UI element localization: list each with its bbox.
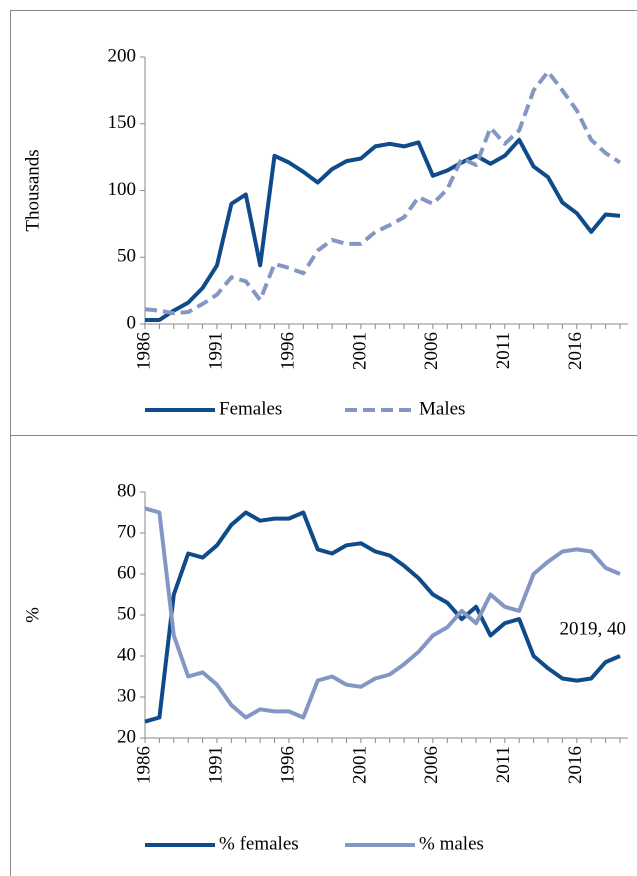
legend-label: % females — [219, 833, 299, 854]
panel-frame — [10, 435, 637, 876]
x-tick-label: 2016 — [565, 332, 586, 370]
legend-label: Males — [419, 398, 465, 419]
line-series — [144, 69, 622, 316]
y-tick-label: 80 — [117, 480, 136, 501]
y-tick-label: 60 — [117, 562, 136, 583]
y-tick-label: 150 — [108, 112, 137, 133]
y-axis-label: Thousands — [22, 149, 43, 231]
x-tick-label: 1986 — [133, 746, 154, 784]
legend-label: Females — [219, 398, 282, 419]
x-tick-label: 1991 — [205, 332, 226, 370]
y-tick-label: 50 — [117, 603, 136, 624]
y-tick-label: 0 — [127, 312, 137, 333]
y-tick-label: 20 — [117, 726, 136, 747]
y-tick-label: 100 — [108, 179, 137, 200]
x-tick-label: 2001 — [349, 332, 370, 370]
y-tick-label: 40 — [117, 644, 136, 665]
x-tick-label: 1986 — [133, 332, 154, 370]
y-tick-label: 30 — [117, 685, 136, 706]
x-tick-label: 2006 — [421, 332, 442, 370]
x-tick-label: 2006 — [421, 746, 442, 784]
x-tick-label: 1996 — [277, 332, 298, 370]
line-series — [144, 510, 621, 724]
annotation: 2019, 40 — [560, 618, 627, 639]
x-tick-label: 2001 — [349, 746, 370, 784]
y-tick-label: 70 — [117, 521, 136, 542]
legend-label: % males — [419, 833, 484, 854]
y-tick-label: 50 — [117, 246, 136, 267]
y-axis-label: % — [22, 607, 43, 623]
line-series — [144, 506, 621, 720]
x-tick-label: 1991 — [205, 746, 226, 784]
line-series — [145, 137, 621, 322]
panel-frame — [10, 10, 637, 436]
x-tick-label: 2011 — [493, 332, 514, 369]
x-tick-label: 2011 — [493, 746, 514, 783]
x-tick-label: 1996 — [277, 746, 298, 784]
y-tick-label: 200 — [108, 45, 137, 66]
x-tick-label: 2016 — [565, 746, 586, 784]
